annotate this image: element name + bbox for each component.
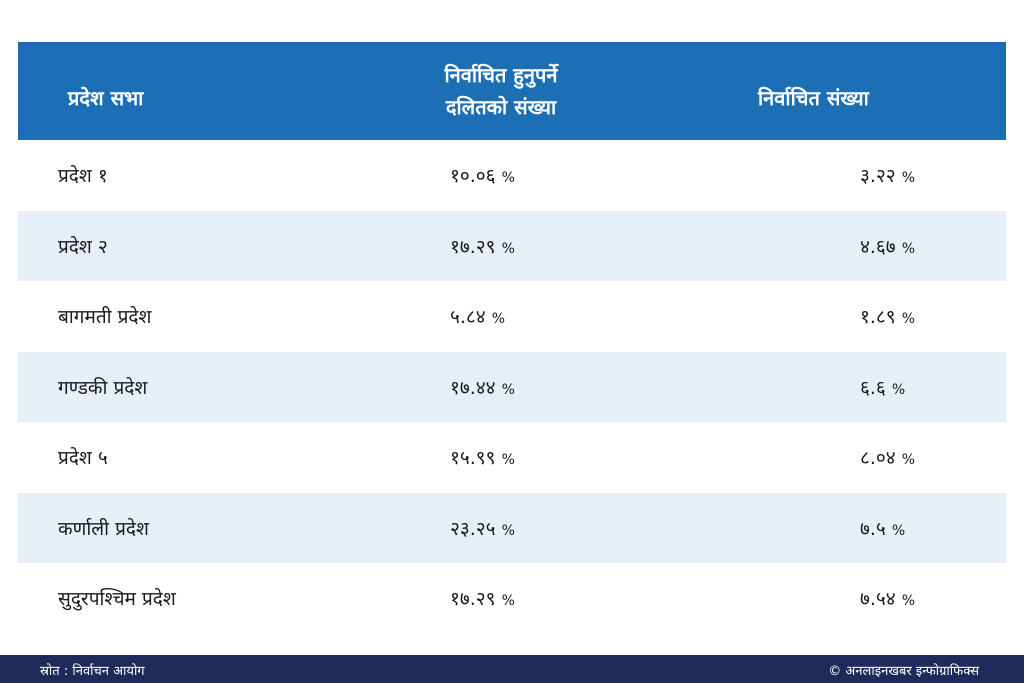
footer-bar: स्रोत : निर्वाचन आयोग © अनलाइनखबर इन्फोग… bbox=[0, 655, 1024, 683]
table-row: गण्डकी प्रदेश १७.४४% ६.६% bbox=[18, 351, 1006, 422]
required-cell: १७.२९% bbox=[450, 588, 515, 611]
elected-cell: ७.५% bbox=[860, 517, 906, 540]
elected-cell: १.८९% bbox=[860, 306, 915, 329]
required-cell: १७.२९% bbox=[450, 235, 515, 258]
data-table: प्रदेश सभा निर्वाचित हुनुपर्ने दलितको सं… bbox=[18, 42, 1006, 634]
header-province: प्रदेश सभा bbox=[68, 86, 144, 110]
required-cell: १५.९९% bbox=[450, 447, 515, 470]
table-row: प्रदेश २ १७.२९% ४.६७% bbox=[18, 210, 1006, 281]
table-row: सुदुरपश्चिम प्रदेश १७.२९% ७.५४% bbox=[18, 563, 1006, 634]
province-cell: प्रदेश २ bbox=[58, 235, 108, 258]
elected-cell: ७.५४% bbox=[860, 588, 915, 611]
province-cell: बागमती प्रदेश bbox=[58, 306, 152, 329]
table-row: प्रदेश १ १०.०६% ३.२२% bbox=[18, 140, 1006, 211]
elected-cell: ३.२२% bbox=[860, 165, 915, 188]
elected-cell: ८.०४% bbox=[860, 447, 915, 470]
source-note: स्रोत : निर्वाचन आयोग bbox=[40, 664, 145, 679]
table-header: प्रदेश सभा निर्वाचित हुनुपर्ने दलितको सं… bbox=[18, 42, 1006, 140]
province-cell: प्रदेश १ bbox=[58, 165, 108, 188]
credit-note: © अनलाइनखबर इन्फोग्राफिक्स bbox=[828, 664, 979, 679]
header-elected-count: निर्वाचित संख्या bbox=[758, 86, 869, 110]
elected-cell: ४.६७% bbox=[860, 235, 915, 258]
table-row: बागमती प्रदेश ५.८४% १.८९% bbox=[18, 281, 1006, 352]
required-cell: २३.२५% bbox=[450, 517, 515, 540]
table-row: कर्णाली प्रदेश २३.२५% ७.५% bbox=[18, 492, 1006, 563]
province-cell: कर्णाली प्रदेश bbox=[58, 517, 149, 540]
required-cell: १०.०६% bbox=[450, 165, 515, 188]
header-required-line1: निर्वाचित हुनुपर्ने bbox=[444, 63, 558, 87]
header-required-count: निर्वाचित हुनुपर्ने दलितको संख्या bbox=[396, 59, 606, 123]
province-cell: गण्डकी प्रदेश bbox=[58, 376, 148, 399]
required-cell: १७.४४% bbox=[450, 376, 515, 399]
table-row: प्रदेश ५ १५.९९% ८.०४% bbox=[18, 422, 1006, 493]
province-cell: सुदुरपश्चिम प्रदेश bbox=[58, 588, 176, 611]
elected-cell: ६.६% bbox=[860, 376, 906, 399]
required-cell: ५.८४% bbox=[450, 306, 505, 329]
header-required-line2: दलितको संख्या bbox=[445, 95, 557, 119]
province-cell: प्रदेश ५ bbox=[58, 447, 108, 470]
